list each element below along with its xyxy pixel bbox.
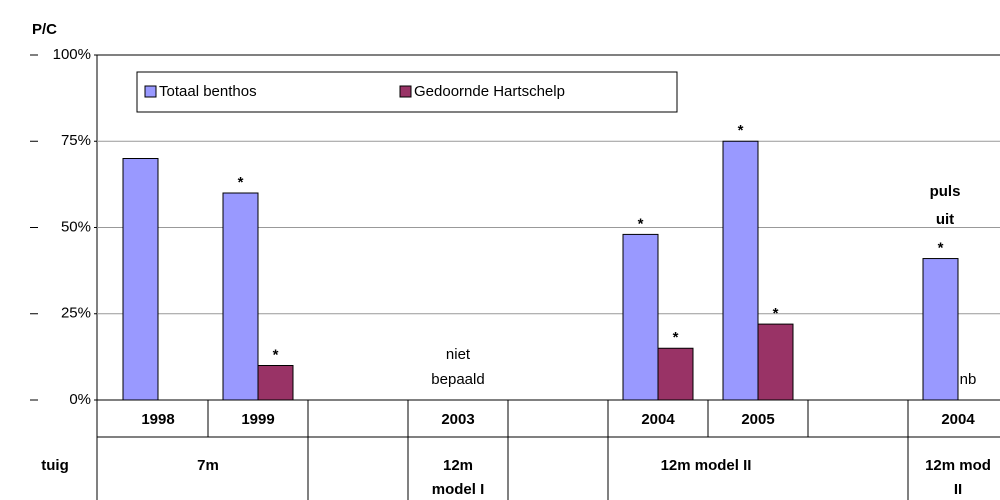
legend-label: Gedoornde Hartschelp [414,83,565,100]
legend-label: Totaal benthos [159,83,257,100]
bar [622,233,659,401]
note: nb [960,371,977,388]
significance-marker: * [273,346,279,363]
y-tick-label: 0% [69,391,91,408]
bar [922,258,959,401]
group-label: II [954,481,962,498]
significance-marker: * [238,174,244,191]
bar [257,365,294,401]
row-label: tuig [41,457,69,474]
bar [122,158,159,401]
tick-bg [38,132,94,151]
tick-bg [38,218,94,237]
x-tick-label: 2004 [941,411,975,428]
x-tick-label: 1998 [141,411,174,428]
legend-swatch [399,85,412,98]
significance-marker: * [773,305,779,322]
group-label: 12m model II [661,457,752,474]
x-tick-label: 2004 [641,411,675,428]
y-tick-label: 100% [53,46,91,63]
significance-marker: * [738,122,744,139]
tick-bg [38,391,94,409]
bar [722,140,759,401]
bar [222,192,259,401]
y-tick-label: 50% [61,218,91,235]
significance-marker: * [673,329,679,346]
legend-swatch [144,85,157,98]
note: puls [930,183,961,200]
tick-bg [38,46,94,64]
tick-bg [38,304,94,323]
x-tick-label: 1999 [241,411,274,428]
note: niet [446,346,471,363]
group-label: 12m [443,457,473,474]
y-tick-label: 25% [61,305,91,322]
bar [657,347,694,401]
note: bepaald [431,371,484,388]
note: uit [936,211,954,228]
bar [757,323,794,401]
x-tick-label: 2003 [441,411,474,428]
y-axis-label: P/C [32,21,57,38]
group-label: 7m [197,457,219,474]
group-label: model I [432,481,485,498]
significance-marker: * [938,240,944,257]
y-tick-label: 75% [61,132,91,149]
group-label: 12m mod [925,457,991,474]
x-tick-label: 2005 [741,411,774,428]
significance-marker: * [638,215,644,232]
